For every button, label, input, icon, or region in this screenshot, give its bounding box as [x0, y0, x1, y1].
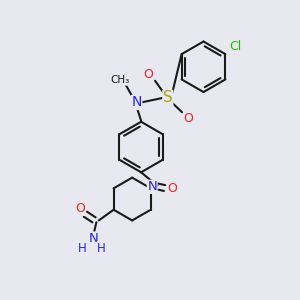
Text: H: H [98, 242, 106, 255]
Text: O: O [167, 182, 177, 194]
Text: O: O [184, 112, 194, 125]
Text: CH₃: CH₃ [111, 75, 130, 85]
Text: O: O [75, 202, 85, 215]
Text: N: N [147, 180, 157, 194]
Text: N: N [88, 232, 98, 245]
Text: S: S [163, 91, 173, 106]
Text: O: O [144, 68, 154, 81]
Text: N: N [131, 95, 142, 110]
Text: H: H [78, 242, 86, 255]
Text: Cl: Cl [230, 40, 242, 53]
